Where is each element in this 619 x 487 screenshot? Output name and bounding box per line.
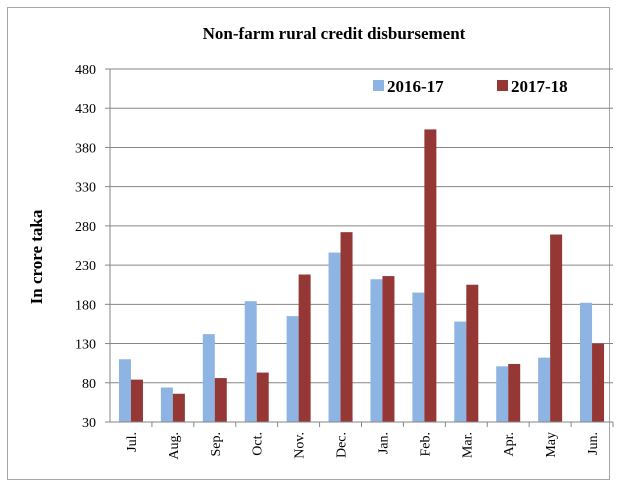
bar-2016-17	[580, 302, 593, 422]
bar-2017-18	[172, 393, 185, 422]
y-tick-label: 280	[75, 220, 96, 235]
chart-title: Non-farm rural credit disbursement	[203, 24, 466, 43]
y-tick-label: 380	[75, 141, 96, 156]
bar-2016-17	[538, 357, 551, 422]
y-tick-label: 80	[82, 377, 96, 392]
x-tick-label: Dec.	[335, 432, 350, 458]
bar-2016-17	[202, 334, 215, 422]
gridlines	[105, 68, 613, 423]
bar-2016-17	[328, 252, 341, 422]
legend-label-2017-18: 2017-18	[511, 77, 568, 96]
x-tick-label: Jul.	[125, 432, 140, 452]
y-tick-labels: 30 80 130 180 230 280 330 380 430 480	[75, 63, 96, 431]
bar-2016-17	[244, 301, 257, 422]
bar-2016-17	[118, 359, 131, 422]
legend: 2016-17 2017-18	[373, 77, 568, 96]
bars	[118, 129, 605, 422]
y-tick-label: 230	[75, 259, 96, 274]
x-tick-label: May	[544, 432, 559, 458]
y-tick-label: 480	[75, 63, 96, 78]
y-axis-label: In crore taka	[27, 209, 46, 304]
bar-2017-18	[130, 379, 143, 422]
bar-2017-18	[550, 234, 563, 422]
x-tick-label: Jan.	[376, 432, 391, 454]
y-tick-label: 180	[75, 298, 96, 313]
y-tick-label: 130	[75, 338, 96, 353]
legend-label-2016-17: 2016-17	[387, 77, 444, 96]
bar-2016-17	[496, 366, 509, 422]
x-tick-label: Jun.	[586, 432, 601, 455]
x-tick-label: Feb.	[418, 432, 433, 457]
x-tick-label: Apr.	[502, 432, 517, 457]
bar-2016-17	[160, 387, 173, 422]
axes	[109, 69, 614, 427]
bar-2017-18	[340, 232, 353, 422]
bar-2017-18	[382, 276, 395, 422]
x-tick-label: Oct.	[251, 432, 266, 456]
x-tick-label: Mar.	[460, 432, 475, 458]
x-tick-labels: Jul. Aug. Sep. Oct. Nov. Dec. Jan. Feb. Mar. Apr.…	[125, 432, 601, 460]
bar-2016-17	[370, 279, 383, 422]
x-tick-label: Nov.	[293, 432, 308, 459]
y-tick-label: 330	[75, 181, 96, 196]
x-tick-label: Sep.	[209, 432, 224, 457]
bar-2017-18	[298, 274, 311, 422]
bar-2017-18	[592, 343, 605, 422]
bar-2016-17	[412, 292, 425, 422]
bar-2017-18	[214, 378, 227, 422]
bar-2017-18	[508, 363, 521, 422]
bar-2017-18	[256, 372, 269, 422]
bar-2016-17	[454, 321, 467, 422]
legend-swatch-2016-17	[373, 80, 384, 91]
x-tick-label: Aug.	[167, 432, 182, 460]
bar-2017-18	[424, 129, 437, 422]
y-tick-label: 430	[75, 102, 96, 117]
bar-2016-17	[286, 316, 299, 422]
legend-swatch-2017-18	[497, 80, 508, 91]
bar-2017-18	[466, 284, 479, 422]
y-tick-label: 30	[82, 416, 96, 431]
